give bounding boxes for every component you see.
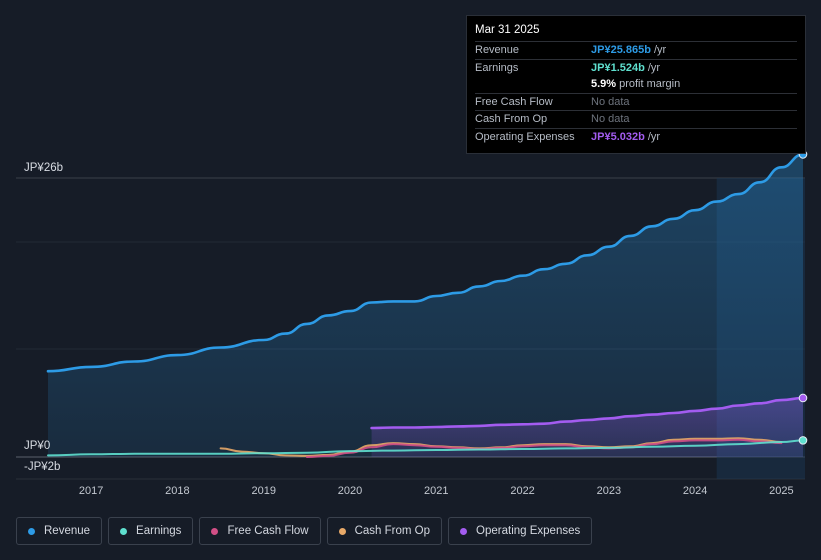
tooltip-row-opex: Operating Expenses JP¥5.032b /yr [475,127,797,146]
series-area-revenue [48,154,803,457]
chart-canvas: JP¥26b JP¥0 -JP¥2b 2017 2018 2019 2020 2021 2022… [16,150,808,497]
series-endpoint-operating-expenses [798,393,808,403]
axis-layer: JP¥26b JP¥0 -JP¥2b 2017 2018 2019 2020 2021 2022… [24,162,794,497]
x-tick-label: 2021 [424,485,448,497]
legend-free-cash-flow[interactable]: Free Cash Flow [199,517,321,545]
legend-dot-icon [338,527,346,535]
series-endpoint-earnings [798,436,808,445]
legend-label: Earnings [136,525,182,537]
y-label-zero: JP¥0 [24,440,50,452]
x-tick-label: 2019 [251,485,275,497]
tooltip-unit: /yr [647,130,661,143]
x-tick-label: 2025 [769,485,793,497]
legend-dot-icon [120,527,128,535]
legend-label: Free Cash Flow [227,525,309,537]
tooltip-row-earnings: Earnings JP¥1.524b /yr [475,58,797,77]
legend-cash-from-op[interactable]: Cash From Op [326,517,443,545]
tooltip-unit: /yr [653,44,667,57]
tooltip-row-cfo: Cash From Op No data [475,110,797,128]
y-label-bottom: -JP¥2b [24,461,60,473]
x-tick-label: 2018 [165,485,189,497]
y-label-top: JP¥26b [24,162,63,174]
x-tick-label: 2024 [683,485,707,497]
legend-label: Cash From Op [354,525,431,537]
legend-label: Revenue [44,525,91,537]
x-tick-label: 2020 [338,485,362,497]
series-line-operating-expenses [370,396,805,430]
tooltip-date: Mar 31 2025 [475,24,540,36]
legend-dot-icon [460,527,468,535]
legend-dot-icon [211,527,219,535]
x-tick-label: 2017 [79,485,103,497]
tooltip-value: JP¥25.865b [591,44,651,57]
tooltip-row-revenue: Revenue JP¥25.865b /yr [475,41,797,59]
series-line-revenue [46,153,805,373]
tooltip-value: JP¥1.524b [591,61,645,74]
series-line-free-cash-flow [305,438,783,458]
tooltip-label: Earnings [475,61,519,74]
legend-label: Operating Expenses [476,525,581,537]
tooltip-row-fcf: Free Cash Flow No data [475,92,797,111]
tooltip-value: No data [591,113,630,126]
tooltip-unit: profit margin [619,78,681,91]
tooltip-value: No data [591,95,630,108]
x-tick-label: 2023 [597,485,621,497]
tooltip-label: Cash From Op [475,113,548,126]
legend-earnings[interactable]: Earnings [108,517,194,545]
legend-revenue[interactable]: Revenue [16,517,103,545]
tooltip-unit: /yr [647,61,661,74]
x-tick-label: 2022 [510,485,534,497]
tooltip-label: Operating Expenses [475,130,575,143]
tooltip-row-margin: 5.9% profit margin [475,76,797,93]
tooltip-value: JP¥5.032b [591,130,645,143]
legend: Revenue Earnings Free Cash Flow Cash Fro… [16,517,593,545]
tooltip-label: Revenue [475,44,520,57]
tooltip-value: 5.9% [591,78,617,91]
series-layer [46,150,808,458]
legend-dot-icon [28,527,35,535]
series-line-earnings [47,439,804,457]
legend-operating-expenses[interactable]: Operating Expenses [448,517,593,545]
series-area-operating-expenses [371,398,803,457]
tooltip-panel: Mar 31 2025 Revenue JP¥25.865b /yr Earni… [466,15,806,154]
tooltip-label: Free Cash Flow [475,95,553,108]
